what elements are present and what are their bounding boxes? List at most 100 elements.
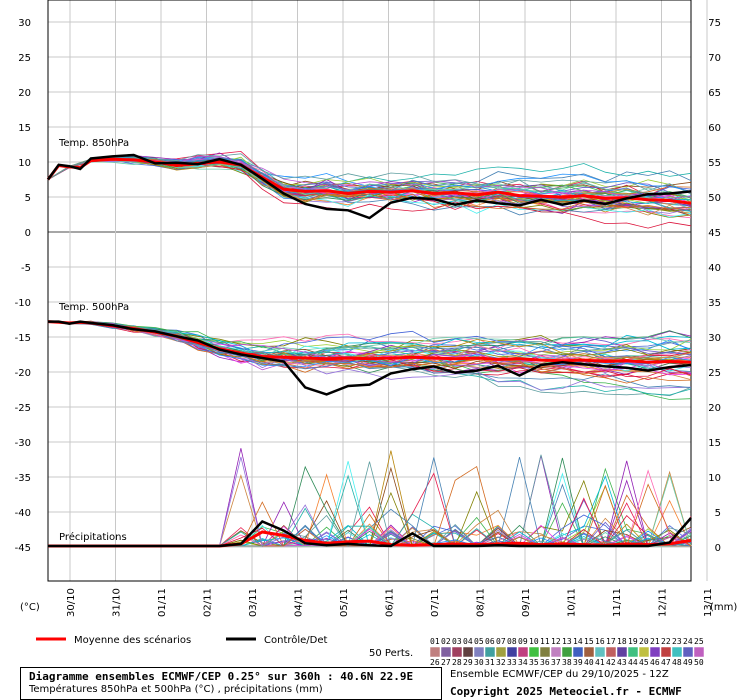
legend-member-number: 03 — [452, 637, 462, 646]
legend-member-swatch — [594, 646, 606, 658]
legend-member-number: 42 — [606, 658, 616, 667]
y-tick-left: -35 — [15, 473, 31, 484]
y-tick-right: 5 — [715, 508, 721, 519]
legend-member-number: 18 — [617, 637, 627, 646]
x-tick-label: 10/11 — [567, 588, 578, 617]
run-info: Ensemble ECMWF/CEP du 29/10/2025 - 12Z — [450, 669, 669, 680]
x-tick-label: 31/10 — [112, 588, 123, 617]
y-tick-right: 45 — [708, 228, 721, 239]
legend-member-number: 19 — [628, 637, 638, 646]
legend-member-number: 10 — [529, 637, 539, 646]
y-tick-left: 0 — [25, 228, 31, 239]
y-tick-right: 40 — [708, 263, 721, 274]
legend-control-label: Contrôle/Det — [264, 634, 328, 646]
legend-member-number: 32 — [496, 658, 506, 667]
legend-member-number: 04 — [463, 637, 473, 646]
legend-member-number: 31 — [485, 658, 495, 667]
legend-member-number: 07 — [496, 637, 506, 646]
legend-member-swatch — [528, 646, 540, 658]
legend-member-number: 26 — [430, 658, 440, 667]
plot-area — [47, 0, 692, 582]
x-tick-label: 30/10 — [66, 588, 77, 617]
legend-member-number: 05 — [474, 637, 484, 646]
legend-member-swatch — [473, 646, 485, 658]
x-tick-label: 01/11 — [157, 588, 168, 617]
member-line-t500 — [47, 320, 692, 358]
chart-title: Diagramme ensembles ECMWF/CEP 0.25° sur … — [29, 670, 414, 683]
legend-member-number: 48 — [672, 658, 682, 667]
member-line-t850 — [47, 158, 692, 210]
legend-member-number: 47 — [661, 658, 671, 667]
legend-member-swatch — [572, 646, 584, 658]
x-tick-label: 13/11 — [703, 588, 714, 617]
member-line-t850 — [47, 153, 692, 199]
y-tick-right: 25 — [708, 368, 721, 379]
legend-member-number: 34 — [518, 658, 528, 667]
y-tick-left: -25 — [15, 403, 31, 414]
x-tick-label: 08/11 — [476, 588, 487, 617]
legend-member-number: 46 — [650, 658, 660, 667]
y-tick-right: 75 — [708, 18, 721, 29]
legend-member-swatch — [671, 646, 683, 658]
y-tick-left: 20 — [18, 88, 31, 99]
legend-member-number: 44 — [628, 658, 638, 667]
legend-member-swatch — [484, 646, 496, 658]
x-tick-label: 09/11 — [521, 588, 532, 617]
y-tick-left: -5 — [21, 263, 31, 274]
legend-members-label: 50 Perts. — [369, 648, 413, 659]
legend-member-number: 30 — [474, 658, 484, 667]
y-tick-left: 15 — [18, 123, 31, 134]
legend-member-number: 37 — [551, 658, 561, 667]
legend-member-swatch — [660, 646, 672, 658]
legend-member-number: 21 — [650, 637, 660, 646]
legend-member-number: 39 — [573, 658, 583, 667]
legend-member-number: 43 — [617, 658, 627, 667]
legend-member-swatch — [605, 646, 617, 658]
y-tick-right: 65 — [708, 88, 721, 99]
x-tick-label: 11/11 — [612, 588, 623, 617]
legend-member-number: 45 — [639, 658, 649, 667]
legend-member-swatch — [583, 646, 595, 658]
control-line-precip — [48, 517, 692, 548]
member-line-t850 — [47, 159, 692, 205]
control-line-t500 — [48, 320, 692, 396]
y-tick-left: -30 — [15, 438, 31, 449]
legend-member-number: 17 — [606, 637, 616, 646]
legend-member-number: 06 — [485, 637, 495, 646]
y-tick-right: 35 — [708, 298, 721, 309]
legend-member-swatch — [561, 646, 573, 658]
panel-label: Précipitations — [59, 531, 127, 543]
y-tick-left: 5 — [25, 193, 31, 204]
legend-member-swatch — [517, 646, 529, 658]
right-axis-unit: (mm) — [710, 602, 737, 613]
legend-member-number: 38 — [562, 658, 572, 667]
left-axis-unit: (°C) — [20, 602, 40, 613]
legend-member-number: 22 — [661, 637, 671, 646]
y-tick-left: 10 — [18, 158, 31, 169]
legend-member-number: 41 — [595, 658, 605, 667]
legend-member-number: 14 — [573, 637, 583, 646]
y-tick-right: 50 — [708, 193, 721, 204]
legend-member-number: 11 — [540, 637, 550, 646]
member-line-t500 — [47, 321, 692, 364]
legend-member-swatch — [429, 646, 441, 658]
legend-member-swatch — [682, 646, 694, 658]
legend-member-swatch — [638, 646, 650, 658]
y-tick-left: -45 — [15, 543, 31, 554]
legend-member-number: 13 — [562, 637, 572, 646]
y-tick-right: 10 — [708, 473, 721, 484]
x-tick-label: 05/11 — [339, 588, 350, 617]
panel-label: Temp. 850hPa — [58, 138, 129, 149]
legend-member-number: 27 — [441, 658, 451, 667]
y-tick-right: 20 — [708, 403, 721, 414]
y-tick-left: -20 — [15, 368, 31, 379]
legend-member-swatch — [462, 646, 474, 658]
y-tick-right: 60 — [708, 123, 721, 134]
legend-member-number: 29 — [463, 658, 473, 667]
legend-member-number: 25 — [694, 637, 704, 646]
member-line-t500 — [47, 321, 692, 400]
legend-mean-label: Moyenne des scénarios — [74, 634, 191, 646]
legend-member-number: 40 — [584, 658, 594, 667]
legend-member-number: 24 — [683, 637, 693, 646]
legend-member-swatch — [693, 646, 705, 658]
